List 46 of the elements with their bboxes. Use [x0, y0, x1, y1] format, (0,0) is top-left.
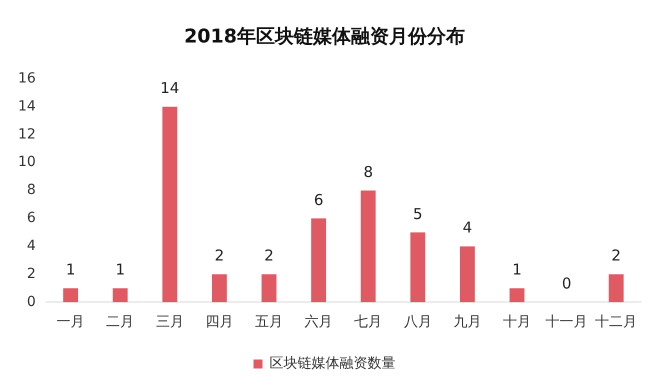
- data-label: 1: [512, 260, 522, 279]
- x-tick-label: 二月: [106, 314, 134, 330]
- data-label: 1: [66, 260, 76, 279]
- data-label: 14: [160, 79, 180, 98]
- y-tick-label: 10: [18, 154, 36, 170]
- bar: [262, 274, 276, 302]
- bar: [311, 218, 326, 302]
- y-tick-label: 0: [26, 294, 36, 310]
- data-label: 2: [214, 246, 224, 265]
- x-tick-label: 七月: [354, 314, 382, 330]
- bar: [212, 274, 227, 302]
- y-tick-label: 14: [18, 98, 36, 114]
- legend-label: 区块链媒体融资数量: [270, 356, 396, 372]
- x-tick-label: 十一月: [546, 314, 588, 330]
- x-tick-label: 六月: [304, 314, 333, 330]
- x-tick-label: 十月: [503, 314, 532, 330]
- y-tick-label: 12: [18, 126, 36, 142]
- data-label: 6: [314, 190, 324, 209]
- y-tick-label: 2: [26, 266, 36, 282]
- bar: [608, 274, 624, 302]
- chart-title: 2018年区块链媒体融资月份分布: [184, 25, 465, 48]
- y-tick-label: 6: [26, 210, 36, 226]
- bar: [162, 106, 178, 302]
- data-label: 8: [363, 162, 373, 181]
- x-tick-label: 一月: [56, 314, 85, 330]
- bar: [510, 288, 524, 302]
- y-tick-label: 4: [26, 238, 36, 254]
- bar: [460, 246, 475, 302]
- x-tick-label: 三月: [156, 314, 184, 330]
- x-tick-label: 十二月: [595, 314, 638, 330]
- x-tick-label: 四月: [205, 314, 234, 330]
- data-label: 2: [611, 246, 621, 265]
- x-tick-label: 九月: [453, 314, 482, 330]
- bar: [410, 232, 426, 302]
- bar: [360, 190, 376, 302]
- bar: [63, 288, 78, 302]
- y-tick-label: 8: [26, 182, 36, 198]
- data-label: 2: [264, 246, 274, 265]
- data-label: 5: [413, 204, 423, 223]
- data-label: 1: [115, 260, 125, 279]
- data-label: 0: [562, 274, 572, 293]
- data-label: 4: [462, 218, 472, 237]
- y-tick-label: 16: [18, 70, 36, 86]
- bar: [112, 288, 128, 302]
- x-tick-label: 五月: [255, 314, 284, 330]
- x-tick-label: 八月: [404, 314, 432, 330]
